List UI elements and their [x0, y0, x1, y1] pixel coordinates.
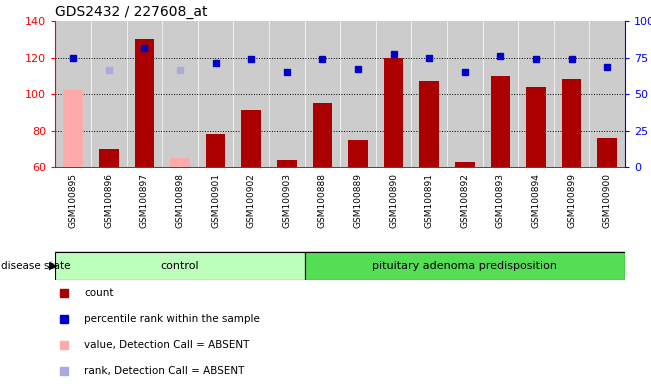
Text: GSM100900: GSM100900: [603, 173, 612, 228]
Bar: [491, 76, 510, 167]
Bar: [63, 90, 83, 167]
Bar: [598, 138, 617, 167]
Text: GSM100888: GSM100888: [318, 173, 327, 228]
Text: GSM100899: GSM100899: [567, 173, 576, 228]
Bar: [455, 162, 475, 167]
Text: percentile rank within the sample: percentile rank within the sample: [84, 314, 260, 324]
Text: ▶: ▶: [49, 261, 57, 271]
Text: GSM100894: GSM100894: [531, 173, 540, 228]
Bar: [170, 158, 189, 167]
Text: GSM100890: GSM100890: [389, 173, 398, 228]
Bar: [135, 40, 154, 167]
Bar: [526, 87, 546, 167]
Bar: [206, 134, 225, 167]
Text: GSM100897: GSM100897: [140, 173, 149, 228]
Text: GSM100889: GSM100889: [353, 173, 363, 228]
Text: value, Detection Call = ABSENT: value, Detection Call = ABSENT: [84, 340, 250, 350]
Text: count: count: [84, 288, 114, 298]
Text: GSM100901: GSM100901: [211, 173, 220, 228]
Bar: [55, 252, 305, 280]
Text: GSM100896: GSM100896: [104, 173, 113, 228]
Text: rank, Detection Call = ABSENT: rank, Detection Call = ABSENT: [84, 366, 245, 376]
Bar: [242, 111, 261, 167]
Text: GSM100898: GSM100898: [175, 173, 184, 228]
Text: GSM100895: GSM100895: [68, 173, 77, 228]
Text: disease state: disease state: [1, 261, 70, 271]
Text: GSM100892: GSM100892: [460, 173, 469, 228]
Bar: [562, 79, 581, 167]
Text: pituitary adenoma predisposition: pituitary adenoma predisposition: [372, 261, 557, 271]
Text: control: control: [161, 261, 199, 271]
Bar: [305, 252, 625, 280]
Bar: [312, 103, 332, 167]
Bar: [419, 81, 439, 167]
Text: GSM100902: GSM100902: [247, 173, 256, 228]
Text: GDS2432 / 227608_at: GDS2432 / 227608_at: [55, 5, 208, 19]
Text: GSM100903: GSM100903: [283, 173, 291, 228]
Bar: [99, 149, 118, 167]
Bar: [383, 58, 404, 167]
Bar: [348, 140, 368, 167]
Text: GSM100891: GSM100891: [424, 173, 434, 228]
Bar: [277, 160, 297, 167]
Text: GSM100893: GSM100893: [496, 173, 505, 228]
